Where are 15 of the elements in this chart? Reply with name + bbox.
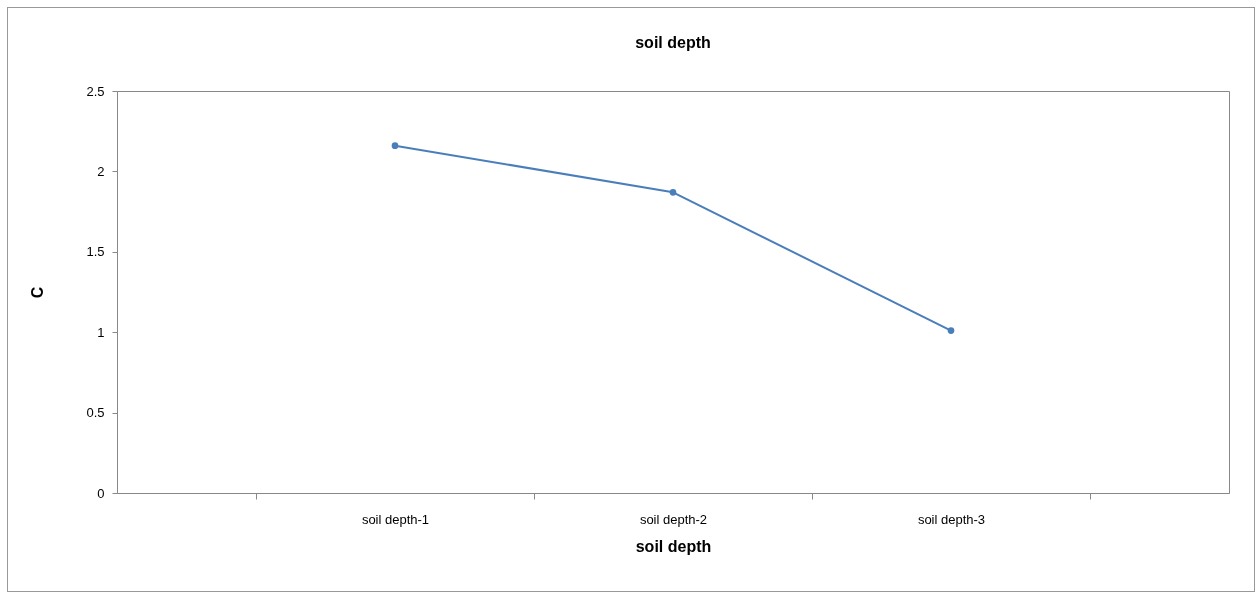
y-tick-label: 0 xyxy=(97,485,105,501)
point xyxy=(669,188,677,196)
x-tick-label: soil depth-2 xyxy=(639,511,708,527)
chart-title: soil depth xyxy=(635,34,711,51)
y-tick-label: 2 xyxy=(97,163,105,179)
y-axis-title: C xyxy=(29,286,47,299)
x-tick-label: soil depth-1 xyxy=(361,511,430,527)
y-tick-label: 0.5 xyxy=(86,405,105,421)
point xyxy=(391,142,399,150)
x-tick-label: soil depth-3 xyxy=(917,511,986,527)
y-tick-label: 1.5 xyxy=(86,244,105,260)
point xyxy=(947,327,955,334)
x-axis-title: soil depth xyxy=(635,537,712,555)
y-tick-label: 2.5 xyxy=(86,83,105,99)
y-tick-label: 1 xyxy=(97,324,105,340)
